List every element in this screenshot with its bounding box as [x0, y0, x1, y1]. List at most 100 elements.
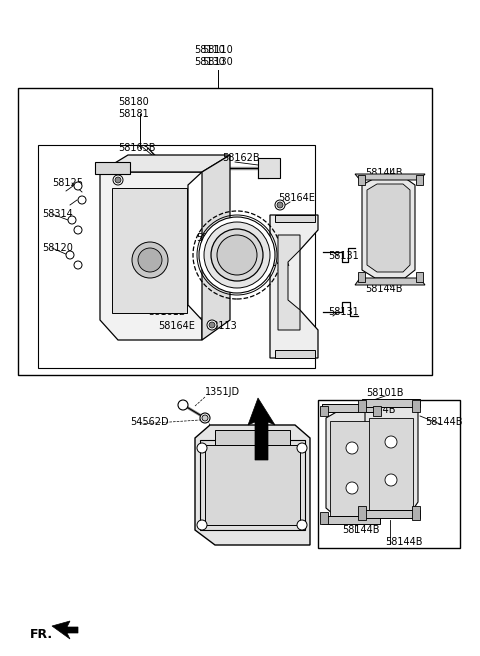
Text: 58113: 58113 — [206, 321, 237, 331]
Polygon shape — [358, 400, 366, 412]
Text: 58110: 58110 — [194, 45, 226, 55]
Polygon shape — [416, 175, 423, 185]
Bar — [215, 430, 290, 445]
Polygon shape — [326, 410, 376, 520]
Bar — [38, 145, 315, 368]
Polygon shape — [95, 162, 130, 174]
Polygon shape — [248, 398, 275, 460]
Polygon shape — [412, 400, 420, 412]
Circle shape — [385, 474, 397, 486]
Polygon shape — [362, 510, 420, 518]
Circle shape — [197, 443, 207, 453]
Bar — [318, 400, 460, 548]
Bar — [258, 158, 280, 178]
Polygon shape — [275, 350, 315, 358]
Bar — [369, 418, 413, 510]
Text: 58120: 58120 — [42, 243, 73, 253]
Text: 58162B: 58162B — [222, 153, 260, 163]
Circle shape — [200, 413, 210, 423]
Text: 58144B: 58144B — [342, 525, 380, 535]
Circle shape — [385, 436, 397, 448]
Circle shape — [74, 226, 82, 234]
Circle shape — [66, 251, 74, 259]
Polygon shape — [322, 516, 380, 524]
Circle shape — [74, 261, 82, 269]
Bar — [18, 88, 432, 375]
Bar — [200, 440, 305, 530]
Text: 58130: 58130 — [194, 57, 226, 67]
Text: 58114A: 58114A — [252, 258, 289, 268]
Polygon shape — [270, 215, 318, 358]
Text: 58112: 58112 — [196, 233, 227, 243]
Polygon shape — [362, 178, 415, 278]
Polygon shape — [202, 155, 230, 340]
Polygon shape — [320, 512, 328, 524]
Circle shape — [74, 182, 82, 190]
Circle shape — [115, 177, 121, 183]
Circle shape — [68, 216, 76, 224]
Text: 1351JD: 1351JD — [205, 387, 240, 397]
Polygon shape — [365, 405, 418, 514]
Circle shape — [211, 229, 263, 281]
Circle shape — [113, 175, 123, 185]
Polygon shape — [100, 155, 230, 172]
Text: 58161B: 58161B — [148, 307, 185, 317]
Text: 58130: 58130 — [203, 57, 233, 67]
Text: 58164E: 58164E — [158, 321, 195, 331]
Bar — [330, 421, 372, 516]
Text: 58163B: 58163B — [118, 143, 156, 153]
Circle shape — [209, 322, 215, 328]
Polygon shape — [100, 172, 202, 340]
Polygon shape — [358, 175, 365, 185]
Polygon shape — [362, 399, 420, 407]
Circle shape — [346, 482, 358, 494]
Polygon shape — [355, 174, 425, 180]
Text: 58125: 58125 — [52, 178, 83, 188]
Circle shape — [204, 222, 270, 288]
Circle shape — [346, 442, 358, 454]
Text: 58314: 58314 — [42, 209, 73, 219]
Bar — [112, 188, 187, 313]
Circle shape — [207, 320, 217, 330]
Polygon shape — [278, 235, 300, 330]
Text: 58144B: 58144B — [365, 168, 403, 178]
Polygon shape — [416, 272, 423, 282]
Text: 54562D: 54562D — [130, 417, 168, 427]
Polygon shape — [412, 506, 420, 520]
Circle shape — [132, 242, 168, 278]
Text: 58144B: 58144B — [425, 417, 463, 427]
Circle shape — [297, 443, 307, 453]
Text: 58180: 58180 — [118, 97, 149, 107]
Polygon shape — [367, 184, 410, 272]
Circle shape — [199, 217, 275, 293]
Circle shape — [78, 196, 86, 204]
Text: 58181: 58181 — [118, 109, 149, 119]
Text: 58144B: 58144B — [365, 284, 403, 294]
Text: 58131: 58131 — [328, 251, 359, 261]
Polygon shape — [373, 406, 381, 416]
Polygon shape — [322, 404, 380, 412]
Text: 58131: 58131 — [328, 307, 359, 317]
Circle shape — [197, 520, 207, 530]
Circle shape — [178, 400, 188, 410]
Circle shape — [297, 520, 307, 530]
Circle shape — [202, 415, 208, 421]
Polygon shape — [355, 278, 425, 285]
Text: 58110: 58110 — [203, 45, 233, 55]
Text: 58144B: 58144B — [358, 405, 396, 415]
Polygon shape — [358, 506, 366, 520]
Polygon shape — [275, 215, 315, 222]
Circle shape — [275, 200, 285, 210]
Polygon shape — [52, 621, 78, 639]
Polygon shape — [195, 425, 310, 545]
Circle shape — [138, 248, 162, 272]
Text: 58144B: 58144B — [385, 537, 422, 547]
Circle shape — [217, 235, 257, 275]
Polygon shape — [358, 272, 365, 282]
Text: FR.: FR. — [30, 628, 53, 642]
Polygon shape — [320, 406, 328, 416]
Text: 58101B: 58101B — [366, 388, 404, 398]
Bar — [205, 445, 300, 525]
Circle shape — [277, 202, 283, 208]
Text: 58164E: 58164E — [278, 193, 315, 203]
